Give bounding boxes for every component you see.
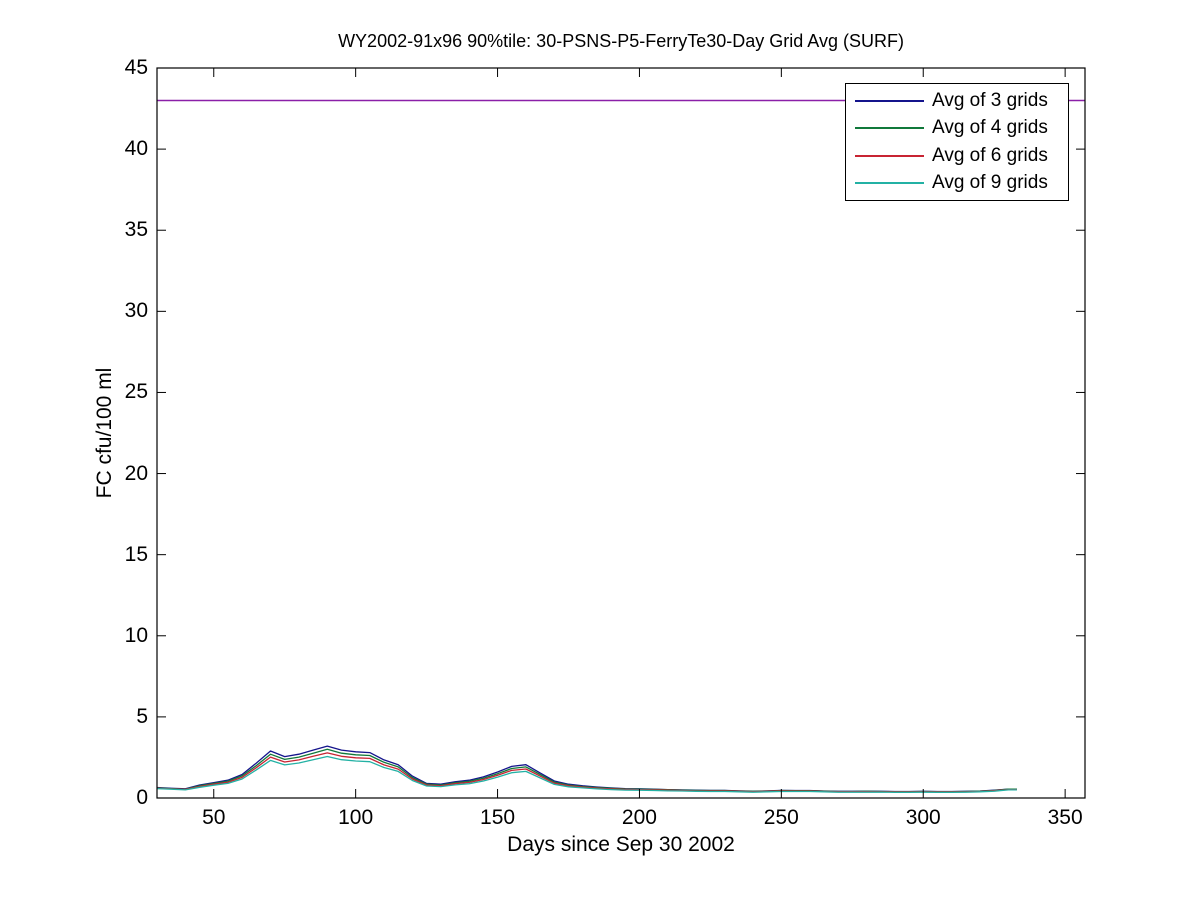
x-tick-label: 50 (202, 806, 226, 829)
legend-item: Avg of 4 grids (846, 115, 1068, 141)
legend-line-swatch (855, 99, 924, 102)
y-tick-label: 0 (136, 786, 148, 809)
legend-item-label: Avg of 9 grids (932, 172, 1048, 194)
y-tick-label: 45 (124, 56, 148, 79)
legend-item-label: Avg of 3 grids (932, 89, 1048, 111)
x-tick-label: 350 (1047, 806, 1083, 829)
legend-item: Avg of 9 grids (846, 170, 1068, 196)
x-axis-label: Days since Sep 30 2002 (507, 833, 735, 856)
y-tick-label: 20 (124, 461, 148, 485)
y-tick-label: 35 (124, 218, 148, 242)
series-line-1 (156, 745, 1017, 793)
x-tick-label: 150 (480, 806, 516, 829)
y-tick-label: 25 (124, 380, 148, 404)
y-tick-label: 30 (124, 299, 148, 323)
legend-line-swatch (855, 154, 924, 157)
x-tick-label: 250 (763, 806, 799, 829)
x-tick-label: 100 (338, 806, 374, 829)
y-tick-label: 10 (124, 623, 148, 647)
legend-item-label: Avg of 6 grids (932, 144, 1048, 166)
x-tick-label: 300 (905, 806, 941, 829)
series-line-2 (156, 748, 1017, 793)
axes-box (156, 67, 1086, 799)
legend-item: Avg of 3 grids (846, 88, 1068, 114)
legend-line-swatch (855, 182, 924, 185)
y-tick-label: 40 (124, 137, 148, 161)
y-tick-label: 15 (124, 542, 148, 566)
legend-line-swatch (855, 127, 924, 130)
x-tick-label: 200 (621, 806, 657, 829)
series-line-4 (156, 755, 1017, 793)
legend-item-label: Avg of 4 grids (932, 117, 1048, 139)
legend-item: Avg of 6 grids (846, 143, 1068, 169)
legend: Avg of 3 grids Avg of 4 grids Avg of 6 g… (845, 83, 1069, 201)
chart-title: WY2002-91x96 90%tile: 30-PSNS-P5-FerryTe… (338, 31, 904, 51)
y-tick-label: 5 (136, 704, 148, 728)
